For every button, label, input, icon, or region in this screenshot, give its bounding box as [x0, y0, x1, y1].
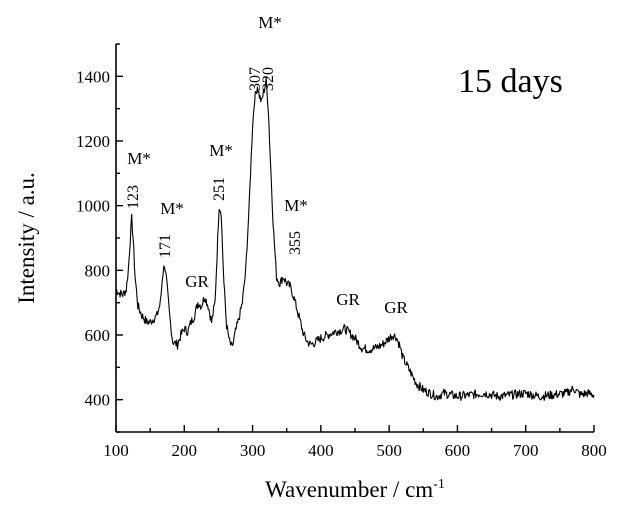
peak-label-mstar: M*: [127, 149, 151, 168]
peak-wavenumber-label: 307: [247, 67, 264, 91]
axes: [115, 44, 594, 433]
x-tick-label: 400: [308, 441, 334, 460]
y-tick-label: 1200: [76, 132, 110, 151]
peak-label-mstar: M*: [160, 199, 184, 218]
duration-label: 15 days: [458, 63, 563, 100]
y-tick-label: 800: [85, 261, 111, 280]
peak-wavenumber-label: 123: [125, 185, 142, 209]
peak-label-gr: GR: [384, 298, 408, 317]
y-tick-label: 1000: [76, 197, 110, 216]
x-tick-label: 500: [376, 441, 402, 460]
x-tick-label: 200: [172, 441, 198, 460]
peak-label-gr: GR: [336, 290, 360, 309]
peak-label-mstar: M*: [284, 196, 308, 215]
peak-wavenumber-label: 355: [287, 231, 304, 255]
peak-wavenumber-label: 251: [211, 177, 228, 201]
y-tick-label: 400: [85, 391, 111, 410]
y-tick-label: 600: [85, 326, 111, 345]
peak-wavenumber-label: 171: [157, 234, 174, 258]
x-tick-label: 100: [103, 441, 129, 460]
y-ticks: 400 600 800 1000 1200 1400: [76, 43, 123, 433]
x-axis-title-superscript: -1: [433, 477, 445, 492]
peak-label-mstar: M*: [258, 13, 282, 32]
x-tick-label: 600: [445, 441, 471, 460]
x-axis-title: Wavenumber / cm-1: [265, 477, 445, 502]
x-tick-label: 700: [513, 441, 539, 460]
y-axis-title: Intensity / a.u.: [14, 172, 39, 304]
x-axis-title-text: Wavenumber / cm: [265, 477, 433, 502]
peak-wavenumber-label: 320: [260, 67, 277, 91]
x-tick-label: 300: [240, 441, 266, 460]
peak-label-gr: GR: [185, 272, 209, 291]
peak-label-mstar: M*: [209, 141, 233, 160]
x-ticks: 100 200 300 400 500 600 700 800: [103, 425, 607, 460]
x-tick-label: 800: [581, 441, 607, 460]
spectrum-line: [116, 77, 595, 402]
y-tick-label: 1400: [76, 67, 110, 86]
